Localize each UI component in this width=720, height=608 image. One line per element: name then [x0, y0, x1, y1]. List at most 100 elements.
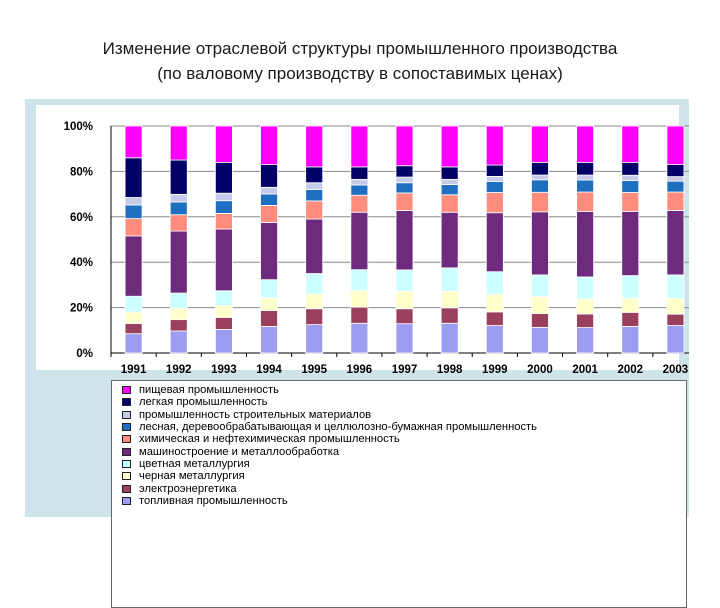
- bar-segment: [260, 326, 278, 354]
- bar-segment: [214, 328, 233, 354]
- legend-label: цветная металлургия: [139, 457, 250, 470]
- bar-segment: [124, 157, 143, 198]
- bar-segment: [440, 125, 459, 168]
- bar-segment: [260, 186, 278, 195]
- bar-segment: [350, 194, 369, 213]
- legend-item: топливная промышленность: [122, 495, 686, 507]
- bar-segment: [440, 184, 459, 196]
- bar-segment: [531, 191, 549, 213]
- bar-segment: [485, 192, 504, 214]
- bar-segment: [666, 274, 685, 299]
- bar-segment: [260, 193, 278, 206]
- bar-segment: [395, 210, 414, 271]
- bar-segment: [395, 192, 414, 211]
- bar-segment: [260, 222, 278, 281]
- bar-segment: [576, 174, 595, 181]
- y-tick-label: 100%: [64, 121, 93, 133]
- x-tick-label: 1998: [437, 364, 463, 376]
- bar-segment: [576, 161, 595, 176]
- bar-segment: [350, 178, 369, 186]
- bar-segment: [124, 311, 143, 324]
- bar-segment: [576, 125, 595, 163]
- bar-segment: [621, 180, 640, 193]
- legend-swatch: [122, 398, 131, 407]
- bar-segment: [169, 230, 188, 294]
- bar-segment: [214, 125, 233, 163]
- x-tick-label: 2003: [663, 364, 689, 376]
- stacked-bar-chart: 0% 20% 40% 60% 80% 100% 1991 1992 1993 1994 1995 19…: [64, 121, 689, 376]
- legend-item: черная металлургия: [122, 470, 686, 482]
- legend-swatch: [122, 386, 131, 395]
- bar-segment: [485, 180, 504, 193]
- legend-label: лесная, деревообрабатывающая и целлюлозн…: [139, 421, 538, 434]
- bar-segment: [260, 279, 278, 299]
- bar-segment: [395, 290, 414, 310]
- bar-segment: [214, 212, 233, 230]
- bar-segment: [395, 165, 414, 178]
- legend-swatch: [122, 459, 131, 468]
- bar-segment: [214, 228, 233, 292]
- bar-segment: [214, 161, 233, 194]
- bar-segment: [621, 125, 640, 163]
- legend-label: химическая и нефтехимическая промышленно…: [139, 433, 400, 446]
- bar-segment: [124, 218, 143, 237]
- bar-segment: [621, 210, 640, 276]
- bar-segment: [169, 307, 188, 321]
- bar-segment: [531, 174, 549, 181]
- x-tick-label: 1996: [347, 364, 373, 376]
- bar-segment: [350, 184, 369, 196]
- bar-segment: [395, 182, 414, 194]
- bar-segment: [395, 176, 414, 184]
- bar-segment: [395, 323, 414, 354]
- x-tick-label: 1997: [392, 364, 418, 376]
- bar-segment: [260, 297, 278, 311]
- bar-segment: [440, 178, 459, 185]
- bar-segment: [666, 313, 685, 326]
- bar-segment: [124, 295, 143, 313]
- bar-segment: [169, 125, 188, 161]
- bar-segment: [485, 311, 504, 326]
- x-tick-label: 1992: [166, 364, 192, 376]
- bar-segment: [440, 307, 459, 324]
- legend-swatch: [122, 423, 131, 432]
- legend-swatch: [122, 435, 131, 444]
- bar-segment: [440, 211, 459, 269]
- y-tick-label: 40%: [70, 257, 93, 269]
- legend-item: промышленность строительных материалов: [122, 409, 686, 421]
- bar-segment: [214, 316, 233, 330]
- legend-swatch: [122, 484, 131, 493]
- bar-segment: [666, 325, 685, 354]
- chart-title: Изменение отраслевой структуры промышлен…: [0, 36, 720, 86]
- chart-frame: 0% 20% 40% 60% 80% 100% 1991 1992 1993 1994 1995 19…: [25, 99, 689, 608]
- legend-item: цветная металлургия: [122, 458, 686, 470]
- bar-segment: [395, 308, 414, 325]
- y-tick-label: 60%: [70, 212, 93, 224]
- bar-segment: [350, 322, 369, 354]
- bar-segment: [666, 297, 685, 315]
- bar-segment: [576, 276, 595, 300]
- chart-legend: пищевая промышленность легкая промышленно…: [111, 380, 687, 608]
- bar-segment: [576, 298, 595, 315]
- legend-label: легкая промышленность: [139, 396, 268, 409]
- bar-segment: [169, 292, 188, 309]
- bar-segment: [169, 319, 188, 332]
- legend-item: пищевая промышленность: [122, 384, 686, 396]
- legend-label: топливная промышленность: [139, 494, 288, 507]
- bar-segment: [576, 179, 595, 193]
- bar-segment: [214, 200, 233, 214]
- bar-segment: [169, 193, 188, 203]
- bar-segment: [395, 125, 414, 167]
- bar-segment: [169, 330, 188, 354]
- bar-segment: [666, 125, 685, 165]
- legend-label: пищевая промышленность: [139, 384, 279, 397]
- bar-segment: [531, 326, 549, 354]
- bar-segment: [169, 214, 188, 232]
- bar-segment: [260, 310, 278, 327]
- bar-segment: [485, 212, 504, 273]
- bar-segment: [260, 205, 278, 223]
- bar-segment: [621, 311, 640, 327]
- bar-segment: [124, 204, 143, 220]
- bar-segment: [621, 326, 640, 354]
- bar-segment: [621, 161, 640, 176]
- bar-segment: [531, 211, 549, 276]
